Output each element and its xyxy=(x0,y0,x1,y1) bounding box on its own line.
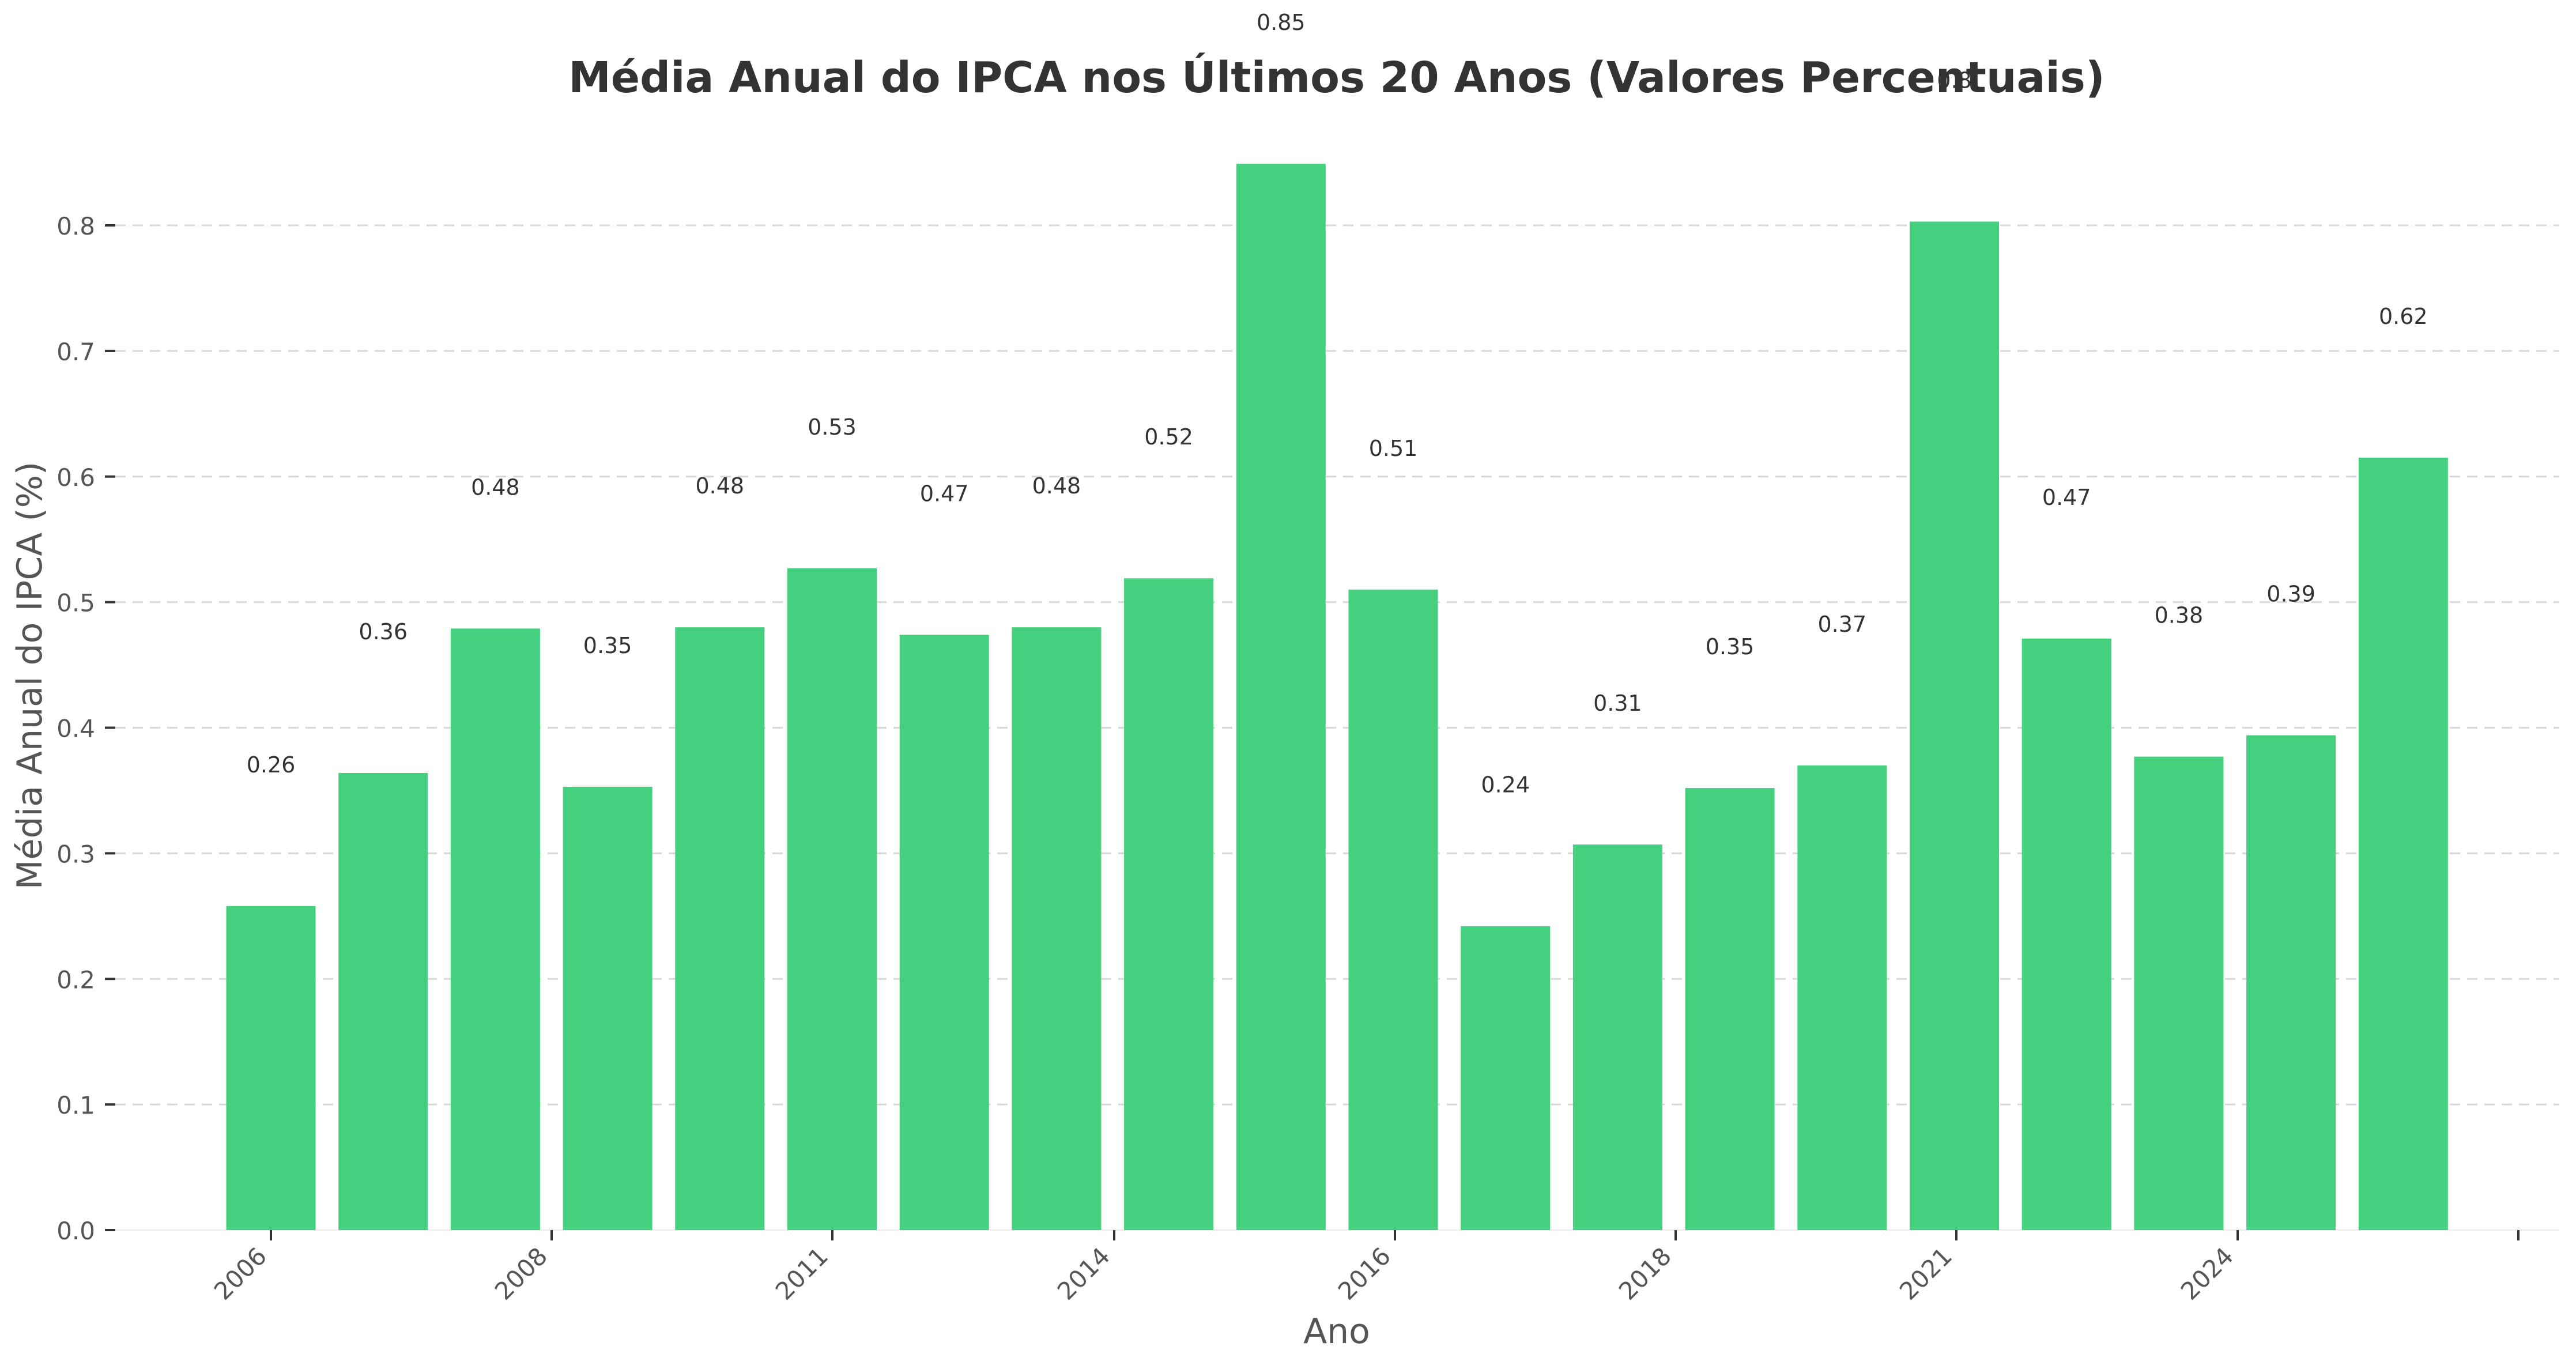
bar xyxy=(2246,735,2336,1230)
bar-value-label: 0.48 xyxy=(1032,473,1081,499)
bar-value-label: 0.51 xyxy=(1369,436,1418,461)
y-tick-label: 0.3 xyxy=(56,840,95,868)
bar-value-label: 0.48 xyxy=(471,474,520,500)
bar-value-label: 0.37 xyxy=(1817,612,1866,637)
bar xyxy=(1910,221,1999,1230)
bar xyxy=(2358,458,2448,1230)
bar-value-label: 0.48 xyxy=(695,473,744,499)
bar xyxy=(1461,926,1551,1230)
bar xyxy=(226,906,316,1230)
bar-value-label: 0.53 xyxy=(808,414,857,440)
bar xyxy=(338,772,428,1230)
bar xyxy=(1348,589,1438,1230)
y-tick-label: 0.0 xyxy=(56,1217,95,1245)
y-tick-label: 0.4 xyxy=(56,715,95,743)
y-tick-label: 0.6 xyxy=(56,463,95,492)
bar-value-label: 0.85 xyxy=(1257,10,1306,35)
bar xyxy=(899,635,989,1230)
bars xyxy=(226,164,2448,1231)
bar-value-label: 0.26 xyxy=(247,752,296,778)
bar xyxy=(1236,164,1326,1231)
y-tick-label: 0.8 xyxy=(56,212,95,240)
bar xyxy=(1572,844,1662,1230)
bar-value-label: 0.47 xyxy=(920,481,969,506)
bar xyxy=(2021,638,2111,1230)
bar xyxy=(450,628,540,1230)
bar-value-labels: 0.26 0.36 0.48 0.35 0.48 0.53 0.47 0.48 0.52 0.85… xyxy=(247,10,2428,798)
x-tick-label: 2018 xyxy=(1613,1242,1677,1305)
chart-title: Média Anual do IPCA nos Últimos 20 Anos … xyxy=(568,52,2104,103)
x-tick-label: 2011 xyxy=(770,1242,833,1305)
x-tick-label: 2021 xyxy=(1894,1242,1958,1305)
y-axis-ticks: 0.0 0.1 0.2 0.3 0.4 0.5 0.6 0.7 0.8 xyxy=(56,212,115,1245)
bar-value-label: 0.35 xyxy=(1706,634,1755,659)
y-axis-label: Média Anual do IPCA (%) xyxy=(10,462,50,889)
x-axis-ticks: 2006 2008 2011 2014 2016 2018 2021 2024 xyxy=(209,1230,2520,1306)
y-tick-label: 0.7 xyxy=(56,338,95,366)
bar xyxy=(1012,627,1102,1230)
bar xyxy=(1124,578,1214,1230)
x-tick-label: 2024 xyxy=(2175,1242,2239,1305)
x-tick-label: 2014 xyxy=(1052,1242,1115,1305)
bar-value-label: 0.62 xyxy=(2379,304,2428,329)
bar-value-label: 0.31 xyxy=(1593,691,1642,716)
bar-value-label: 0.39 xyxy=(2266,582,2315,607)
y-tick-label: 0.5 xyxy=(56,589,95,617)
y-tick-label: 0.1 xyxy=(56,1091,95,1119)
x-tick-label: 2008 xyxy=(489,1242,553,1305)
bar xyxy=(787,568,877,1230)
bar xyxy=(563,786,653,1230)
bar-value-label: 0.36 xyxy=(359,619,408,644)
bar xyxy=(2134,756,2224,1230)
bar-value-label: 0.8 xyxy=(1937,67,1971,93)
bar-value-label: 0.24 xyxy=(1481,772,1530,798)
y-tick-label: 0.2 xyxy=(56,966,95,994)
bar-value-label: 0.38 xyxy=(2155,603,2204,628)
bar xyxy=(1797,765,1887,1230)
x-axis-label: Ano xyxy=(1303,1311,1370,1352)
bar xyxy=(675,627,765,1230)
bar-value-label: 0.35 xyxy=(583,633,632,658)
bar-value-label: 0.47 xyxy=(2042,485,2091,510)
x-tick-label: 2016 xyxy=(1333,1242,1396,1305)
bar-value-label: 0.52 xyxy=(1144,424,1193,450)
x-tick-label: 2006 xyxy=(209,1242,272,1305)
bar xyxy=(1685,788,1775,1230)
